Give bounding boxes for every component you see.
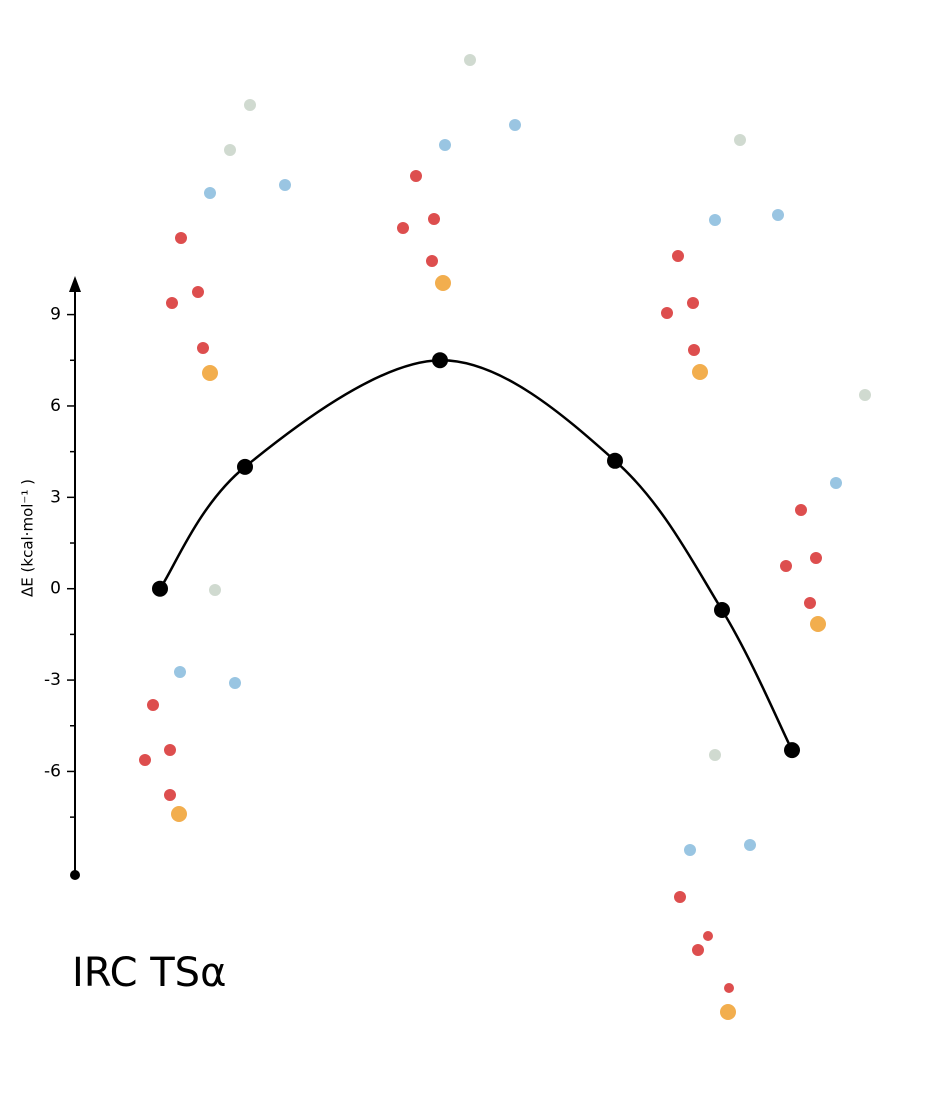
- y-axis-label: ΔE (kcal·mol⁻¹ ): [19, 479, 37, 597]
- y-tick-label: -6: [44, 761, 61, 781]
- point: [432, 352, 448, 369]
- point: [152, 580, 168, 597]
- molecule-illustrations: [139, 54, 871, 1020]
- y-tick-label: 3: [50, 487, 61, 507]
- molecule: [166, 99, 291, 381]
- molecule: [397, 54, 521, 291]
- y-tick-label: -3: [44, 670, 61, 690]
- line: [158, 359, 794, 751]
- chart-title: IRC TSα: [72, 950, 226, 996]
- molecule: [139, 584, 241, 822]
- y-axis-arrow: [69, 276, 81, 292]
- point: [607, 452, 623, 469]
- molecule: [661, 134, 784, 380]
- y-tick-label: 0: [50, 579, 61, 599]
- point: [714, 602, 730, 619]
- point: [784, 742, 800, 759]
- molecule: [674, 749, 756, 1020]
- y-tick-label: 6: [50, 396, 61, 416]
- y-tick-label: 9: [50, 305, 61, 325]
- point: [237, 458, 253, 475]
- y-axis-origin: [70, 870, 80, 880]
- molecule: [780, 389, 871, 632]
